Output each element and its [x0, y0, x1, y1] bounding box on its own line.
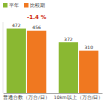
bar — [79, 51, 98, 93]
x-tick-label: 10km以上（万台/日） — [54, 94, 104, 100]
bars — [7, 29, 99, 93]
bar — [27, 31, 46, 93]
data-label: 456 — [32, 25, 41, 30]
annotation: -1.4 % — [27, 14, 47, 20]
x-axis-line — [4, 93, 103, 94]
data-label: 372 — [64, 37, 73, 42]
x-tick: 普通台数（万台/日） — [3, 93, 50, 100]
data-labels: 472 372 456 310 — [12, 23, 93, 50]
x-axis: 普通台数（万台/日） 10km以上（万台/日） — [3, 93, 103, 100]
legend-item: 比較期 — [24, 2, 45, 8]
data-label: 472 — [12, 23, 21, 28]
legend-item: 平年 — [3, 2, 19, 8]
plot: 普通台数（万台/日） 10km以上（万台/日） 472 372 456 310 — [3, 22, 103, 100]
legend: 平年 比較期 — [3, 2, 45, 8]
legend-label: 比較期 — [30, 2, 45, 8]
legend-swatch — [3, 3, 8, 8]
data-label: 310 — [84, 45, 93, 50]
bar — [7, 29, 26, 93]
bar — [59, 42, 78, 93]
legend-label: 平年 — [9, 2, 19, 8]
x-tick: 10km以上（万台/日） — [54, 93, 104, 100]
y-axis-line — [3, 22, 4, 93]
x-tick-label: 普通台数（万台/日） — [3, 94, 50, 100]
legend-swatch — [24, 3, 29, 8]
chart: 普通台数（万台/日） 10km以上（万台/日） 472 372 456 310 -1.4 %… — [0, 0, 105, 105]
